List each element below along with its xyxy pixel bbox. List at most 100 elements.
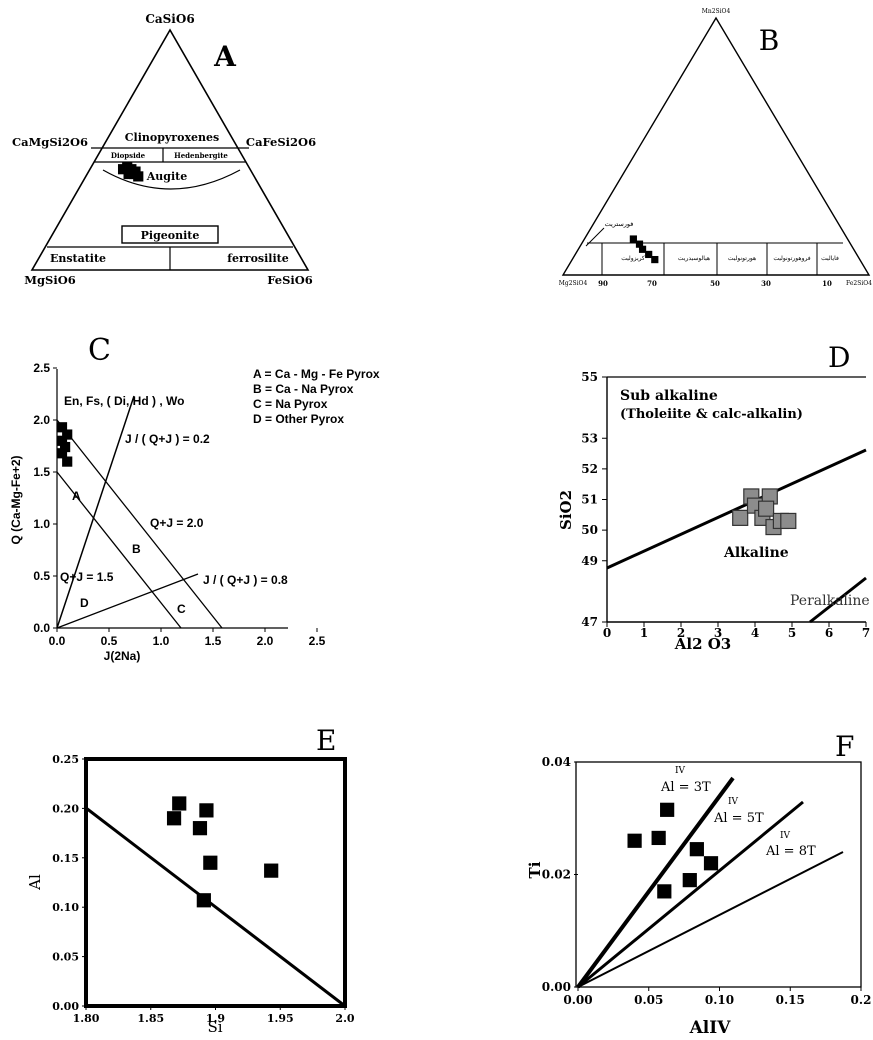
c-y-tick-label: 1.5: [33, 465, 50, 479]
f-data-point: [689, 842, 704, 857]
c-x-tick-label: 2.5: [309, 634, 326, 648]
a-points: [117, 161, 144, 182]
d-ticks: 0 1 2 3 4 5 6 7 47 49 50 51 52 53 55: [581, 370, 870, 640]
c-y-tick-label: 2.0: [33, 413, 50, 427]
e-data-point: [196, 893, 211, 908]
b-field-fayalite: فایالیت: [821, 255, 839, 262]
c-label-qj20: Q+J = 2.0: [150, 516, 204, 530]
e-y-tick-label: 0.00: [52, 1000, 79, 1013]
c-label-j02: J / ( Q+J ) = 0.2: [125, 432, 210, 446]
d-y-tick-label: 53: [581, 431, 598, 445]
b-vertex-left: Mg2SiO4: [559, 280, 588, 287]
f-data-point: [660, 802, 675, 817]
d-y-tick-label: 55: [581, 370, 598, 384]
d-y-tick-label: 51: [581, 493, 598, 507]
a-pigeonite-box: [121, 225, 219, 244]
b-vertex-top: Mn2SiO4: [702, 8, 731, 15]
e-y-tick-label: 0.20: [52, 802, 79, 815]
c-data-point: [56, 448, 68, 459]
b-tick-70: 70: [647, 279, 657, 288]
b-tick-30: 30: [761, 279, 771, 288]
c-label-top: En, Fs, ( Di, Hd ) , Wo: [64, 394, 184, 408]
f-label-3t: Al = 3T: [660, 780, 711, 795]
d-y-tick-label: 49: [581, 554, 598, 568]
a-data-point: [133, 171, 144, 182]
c-points: [56, 422, 73, 467]
a-vertex-left: MgSiO6: [24, 273, 75, 287]
e-x-label: Si: [207, 1018, 222, 1035]
f-x-tick-label: 0.05: [634, 993, 663, 1007]
f-x-tick-label: 0.00: [563, 993, 592, 1007]
d-x-tick-label: 6: [825, 626, 833, 640]
f-data-point: [657, 884, 672, 899]
d-data-point: [780, 512, 797, 530]
d-boundary-line: [606, 448, 867, 570]
e-data-point: [203, 855, 218, 870]
a-edge-right: CaFeSi2O6: [246, 135, 316, 149]
c-data-point: [56, 422, 68, 433]
d-x-tick-label: 5: [788, 626, 796, 640]
c-y-tick-label: 0.0: [33, 621, 50, 635]
e-y-tick-label: 0.25: [52, 753, 79, 766]
f-line-8t: [577, 851, 844, 988]
b-tick-10: 10: [822, 279, 832, 288]
d-data-point: [732, 509, 749, 526]
f-x-tick-label: 0.10: [705, 993, 734, 1007]
c-line-j08: [56, 573, 199, 629]
b-tick-50: 50: [710, 279, 720, 288]
e-y-tick-label: 0.10: [52, 901, 79, 914]
e-y-label: Al: [26, 874, 44, 891]
e-x-tick-label: 1.95: [267, 1012, 294, 1025]
f-data-point: [703, 856, 719, 871]
b-field-ferrohortonolite: فروهورتونولیت: [773, 255, 810, 262]
a-field-ferrosilite: ferrosilite: [227, 252, 288, 265]
e-line: [85, 806, 346, 1008]
panel-c: 0.0 0.5 1.0 1.5 2.0 2.5 0.0 0.5 1.0 1.5 2.0 2.5 C E…: [9, 333, 380, 663]
d-panel-letter: D: [828, 341, 850, 374]
f-x-label: AlIV: [689, 1018, 732, 1035]
f-ticks: 0.00 0.05 0.10 0.15 0.2 0.00 0.02 0.04: [542, 755, 872, 1007]
c-line-j02: [56, 395, 135, 629]
c-panel-letter: C: [88, 333, 111, 368]
c-legend-d: D = Other Pyrox: [253, 412, 344, 426]
a-vertex-right: FeSiO6: [267, 273, 313, 287]
b-data-point: [638, 245, 647, 253]
e-ticks: 1.80 1.85 1.9 1.95 2.0 0.00 0.05 0.10 0.15 0.20 0.…: [52, 753, 355, 1025]
d-y-tick-label: 47: [581, 615, 598, 629]
c-ticks: 0.0 0.5 1.0 1.5 2.0 2.5 0.0 0.5 1.0 1.5 2.0 2.5: [33, 361, 325, 648]
c-x-label: J(2Na): [104, 649, 141, 663]
c-field-c: C: [177, 602, 186, 616]
c-label-j08: J / ( Q+J ) = 0.8: [203, 573, 288, 587]
c-field-d: D: [80, 596, 89, 610]
d-x-tick-label: 4: [751, 626, 759, 640]
e-x-tick-label: 1.9: [206, 1012, 225, 1025]
f-line-5t: [577, 800, 804, 989]
d-y-label: SiO2: [557, 490, 575, 530]
b-field-hyalosiderite: هیالوسیدریت: [678, 255, 710, 262]
e-data-point: [166, 811, 182, 826]
e-x-tick-label: 1.80: [73, 1012, 100, 1025]
c-x-tick-label: 0.5: [101, 634, 118, 648]
e-data-point: [264, 863, 279, 878]
d-y-tick-label: 52: [581, 462, 598, 476]
f-sup-3t: IV: [675, 766, 686, 776]
f-data-point: [651, 830, 666, 846]
c-legend-a: A = Ca - Mg - Fe Pyrox: [253, 367, 380, 381]
e-points: [166, 796, 279, 908]
d-x-tick-label: 1: [640, 626, 648, 640]
f-data-point: [682, 873, 697, 888]
a-field-pigeonite: Pigeonite: [141, 229, 200, 242]
f-label-8t: Al = 8T: [765, 844, 816, 859]
c-data-point: [62, 456, 73, 467]
d-label-alk: Alkaline: [723, 545, 789, 561]
c-x-tick-label: 1.0: [153, 634, 170, 648]
b-triangle-outline: [561, 16, 871, 276]
e-y-tick-label: 0.15: [52, 852, 79, 865]
c-y-tick-label: 1.0: [33, 517, 50, 531]
b-points: [629, 235, 659, 264]
c-label-qj15: Q+J = 1.5: [60, 570, 114, 584]
c-legend-c: C = Na Pyrox: [253, 397, 328, 411]
panel-b: Mn2SiO4 Mg2SiO4 Fe2SiO4 B 90 70 50 30 10…: [559, 8, 872, 288]
